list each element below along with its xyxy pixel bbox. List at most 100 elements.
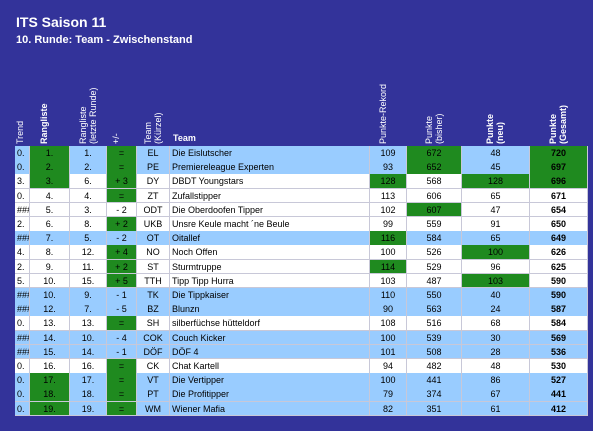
table-cell: 100 xyxy=(370,373,407,388)
table-cell: Wiener Mafia xyxy=(170,401,370,417)
column-header: Trend xyxy=(15,120,25,144)
table-cell: 18. xyxy=(30,387,70,403)
table-cell: = xyxy=(107,146,137,161)
table-cell: 102 xyxy=(370,202,407,218)
table-cell: 0. xyxy=(15,387,30,403)
table-cell: 487 xyxy=(407,273,462,289)
table-cell: 9. xyxy=(30,259,70,275)
table-cell: 626 xyxy=(530,245,588,261)
table-cell: 0. xyxy=(15,401,30,417)
table-cell: VT xyxy=(137,373,170,388)
table-cell: 100 xyxy=(462,245,530,261)
table-cell: Oitallef xyxy=(170,231,370,246)
table-cell: DÖF xyxy=(137,344,170,360)
table-cell: 15. xyxy=(70,273,107,289)
table-cell: Premiereleague Experten xyxy=(170,160,370,175)
table-cell: 48 xyxy=(462,146,530,161)
table-cell: = xyxy=(107,401,137,417)
table-cell: WM xyxy=(137,401,170,417)
table-cell: 101 xyxy=(370,344,407,360)
table-cell: 0. xyxy=(15,146,30,161)
table-cell: 530 xyxy=(530,359,588,374)
table-cell: 19. xyxy=(30,401,70,417)
table-cell: 67 xyxy=(462,387,530,403)
table-cell: ZT xyxy=(137,188,170,204)
table-cell: 114 xyxy=(370,259,407,275)
table-cell: 94 xyxy=(370,359,407,374)
table-cell: 5. xyxy=(15,273,30,289)
table-cell: 10. xyxy=(30,288,70,303)
table-cell: 671 xyxy=(530,188,588,204)
column-header: Rangliste (letzte Runde) xyxy=(77,87,98,144)
table-cell: 109 xyxy=(370,146,407,161)
table-cell: 0. xyxy=(15,160,30,175)
table-cell: 2. xyxy=(30,160,70,175)
table-cell: 18. xyxy=(70,387,107,403)
table-cell: ST xyxy=(137,259,170,275)
table-cell: Die Tippkaiser xyxy=(170,288,370,303)
table-cell: UKB xyxy=(137,217,170,232)
table-cell: 128 xyxy=(370,174,407,190)
column-header: Punkte (bisher) xyxy=(423,113,444,144)
table-cell: 516 xyxy=(407,316,462,332)
table-cell: 17. xyxy=(30,373,70,388)
table-cell: Zufallstipper xyxy=(170,188,370,204)
table-cell: ### xyxy=(15,288,30,303)
table-cell: 91 xyxy=(462,217,530,232)
table-cell: 17. xyxy=(70,373,107,388)
table-cell: 13. xyxy=(70,316,107,332)
table-cell: 563 xyxy=(407,302,462,317)
table-cell: 1. xyxy=(70,146,107,161)
table-cell: CK xyxy=(137,359,170,374)
table-cell: 100 xyxy=(370,330,407,346)
table-cell: 10. xyxy=(30,273,70,289)
table-cell: 103 xyxy=(370,273,407,289)
table-cell: 6. xyxy=(30,217,70,232)
table-cell: COK xyxy=(137,330,170,346)
table-cell: 529 xyxy=(407,259,462,275)
table-cell: 590 xyxy=(530,273,588,289)
table-cell: 527 xyxy=(530,373,588,388)
table-cell: PE xyxy=(137,160,170,175)
table-cell: - 2 xyxy=(107,202,137,218)
table-cell: 19. xyxy=(70,401,107,417)
table-cell: = xyxy=(107,373,137,388)
table-cell: 48 xyxy=(462,359,530,374)
table-cell: BZ xyxy=(137,302,170,317)
table-cell: 24 xyxy=(462,302,530,317)
table-cell: - 2 xyxy=(107,231,137,246)
table-cell: 40 xyxy=(462,288,530,303)
table-cell: 116 xyxy=(370,231,407,246)
column-header: Team xyxy=(173,133,196,143)
table-cell: - 5 xyxy=(107,302,137,317)
table-cell: 93 xyxy=(370,160,407,175)
table-cell: 650 xyxy=(530,217,588,232)
table-cell: 696 xyxy=(530,174,588,190)
table-cell: 15. xyxy=(30,344,70,360)
table-cell: 28 xyxy=(462,344,530,360)
table-cell: 86 xyxy=(462,373,530,388)
table-cell: 8. xyxy=(30,245,70,261)
table-cell: = xyxy=(107,316,137,332)
table-cell: 61 xyxy=(462,401,530,417)
table-cell: 569 xyxy=(530,330,588,346)
table-cell: 12. xyxy=(70,245,107,261)
table-cell: NO xyxy=(137,245,170,261)
table-cell: 0. xyxy=(15,188,30,204)
table-cell: 1. xyxy=(30,146,70,161)
table-cell: 482 xyxy=(407,359,462,374)
table-cell: 110 xyxy=(370,288,407,303)
table-cell: 13. xyxy=(30,316,70,332)
table-cell: 539 xyxy=(407,330,462,346)
table-cell: ### xyxy=(15,302,30,317)
table-cell: 697 xyxy=(530,160,588,175)
table-cell: Die Eislutscher xyxy=(170,146,370,161)
table-cell: 652 xyxy=(407,160,462,175)
table-cell: 4. xyxy=(30,188,70,204)
table-cell: 4. xyxy=(15,245,30,261)
table-cell: EL xyxy=(137,146,170,161)
table-cell: 587 xyxy=(530,302,588,317)
table-cell: + 3 xyxy=(107,174,137,190)
table-cell: 3. xyxy=(30,174,70,190)
table-cell: 3. xyxy=(15,174,30,190)
